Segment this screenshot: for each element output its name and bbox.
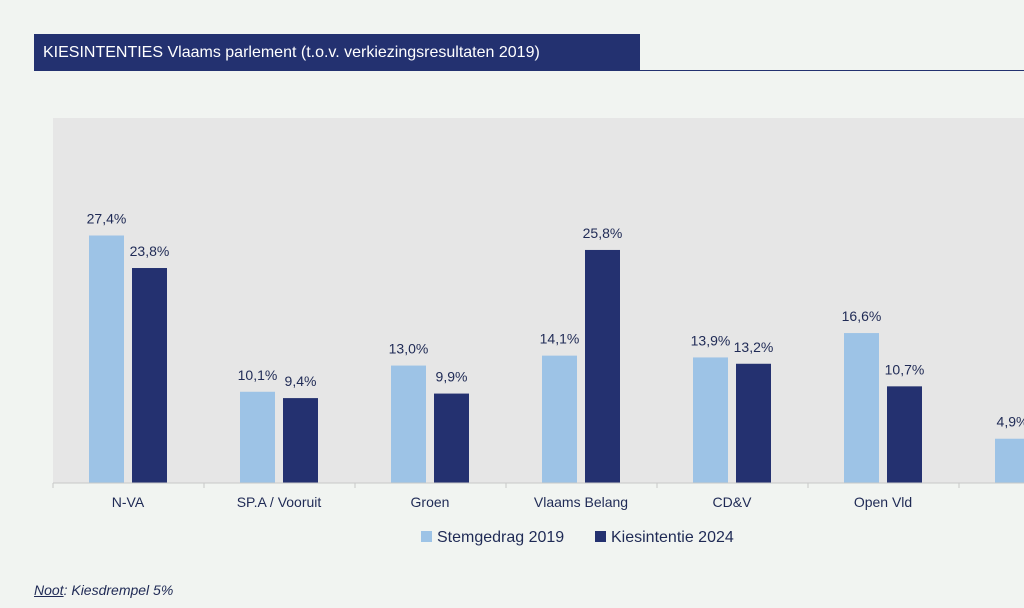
data-label: 25,8%: [583, 225, 623, 241]
data-label: 13,0%: [389, 341, 429, 357]
title-rule: [640, 70, 1024, 71]
bar-stemgedrag-2019: [693, 357, 728, 483]
legend-swatch: [595, 531, 606, 542]
bar-stemgedrag-2019: [542, 355, 577, 483]
data-label: 27,4%: [87, 211, 127, 227]
data-label: 4,9%: [997, 414, 1024, 430]
category-label: Vlaams Belang: [534, 494, 628, 510]
data-label: 10,1%: [238, 367, 278, 383]
legend-swatch: [421, 531, 432, 542]
bar-kiesintentie-2024: [585, 249, 620, 483]
bar-kiesintentie-2024: [283, 398, 318, 483]
data-label: 13,9%: [691, 332, 731, 348]
bar-stemgedrag-2019: [995, 438, 1024, 483]
data-label: 9,9%: [436, 369, 468, 385]
bar-kiesintentie-2024: [132, 268, 167, 483]
data-label: 10,7%: [885, 361, 925, 377]
bar-kiesintentie-2024: [434, 393, 469, 483]
category-label: N-VA: [112, 494, 145, 510]
data-label: 9,4%: [285, 373, 317, 389]
chart-title: KIESINTENTIES Vlaams parlement (t.o.v. v…: [34, 34, 640, 71]
footnote-text: : Kiesdrempel 5%: [63, 582, 174, 598]
category-label: Groen: [411, 494, 450, 510]
data-label: 14,1%: [540, 331, 580, 347]
data-label: 23,8%: [130, 243, 170, 259]
bar-stemgedrag-2019: [240, 391, 275, 483]
footnote-label: Noot: [34, 582, 64, 598]
category-label: Open Vld: [854, 494, 912, 510]
data-label: 16,6%: [842, 308, 882, 324]
data-label: 13,2%: [734, 339, 774, 355]
bar-kiesintentie-2024: [887, 386, 922, 483]
bar-stemgedrag-2019: [89, 235, 124, 483]
category-label: SP.A / Vooruit: [237, 494, 322, 510]
footnote: Noot: Kiesdrempel 5%: [34, 582, 173, 598]
legend-label: Kiesintentie 2024: [611, 529, 734, 546]
category-label: CD&V: [713, 494, 753, 510]
legend-label: Stemgedrag 2019: [437, 529, 564, 546]
bar-stemgedrag-2019: [391, 365, 426, 483]
bar-kiesintentie-2024: [736, 363, 771, 483]
bar-stemgedrag-2019: [844, 333, 879, 483]
